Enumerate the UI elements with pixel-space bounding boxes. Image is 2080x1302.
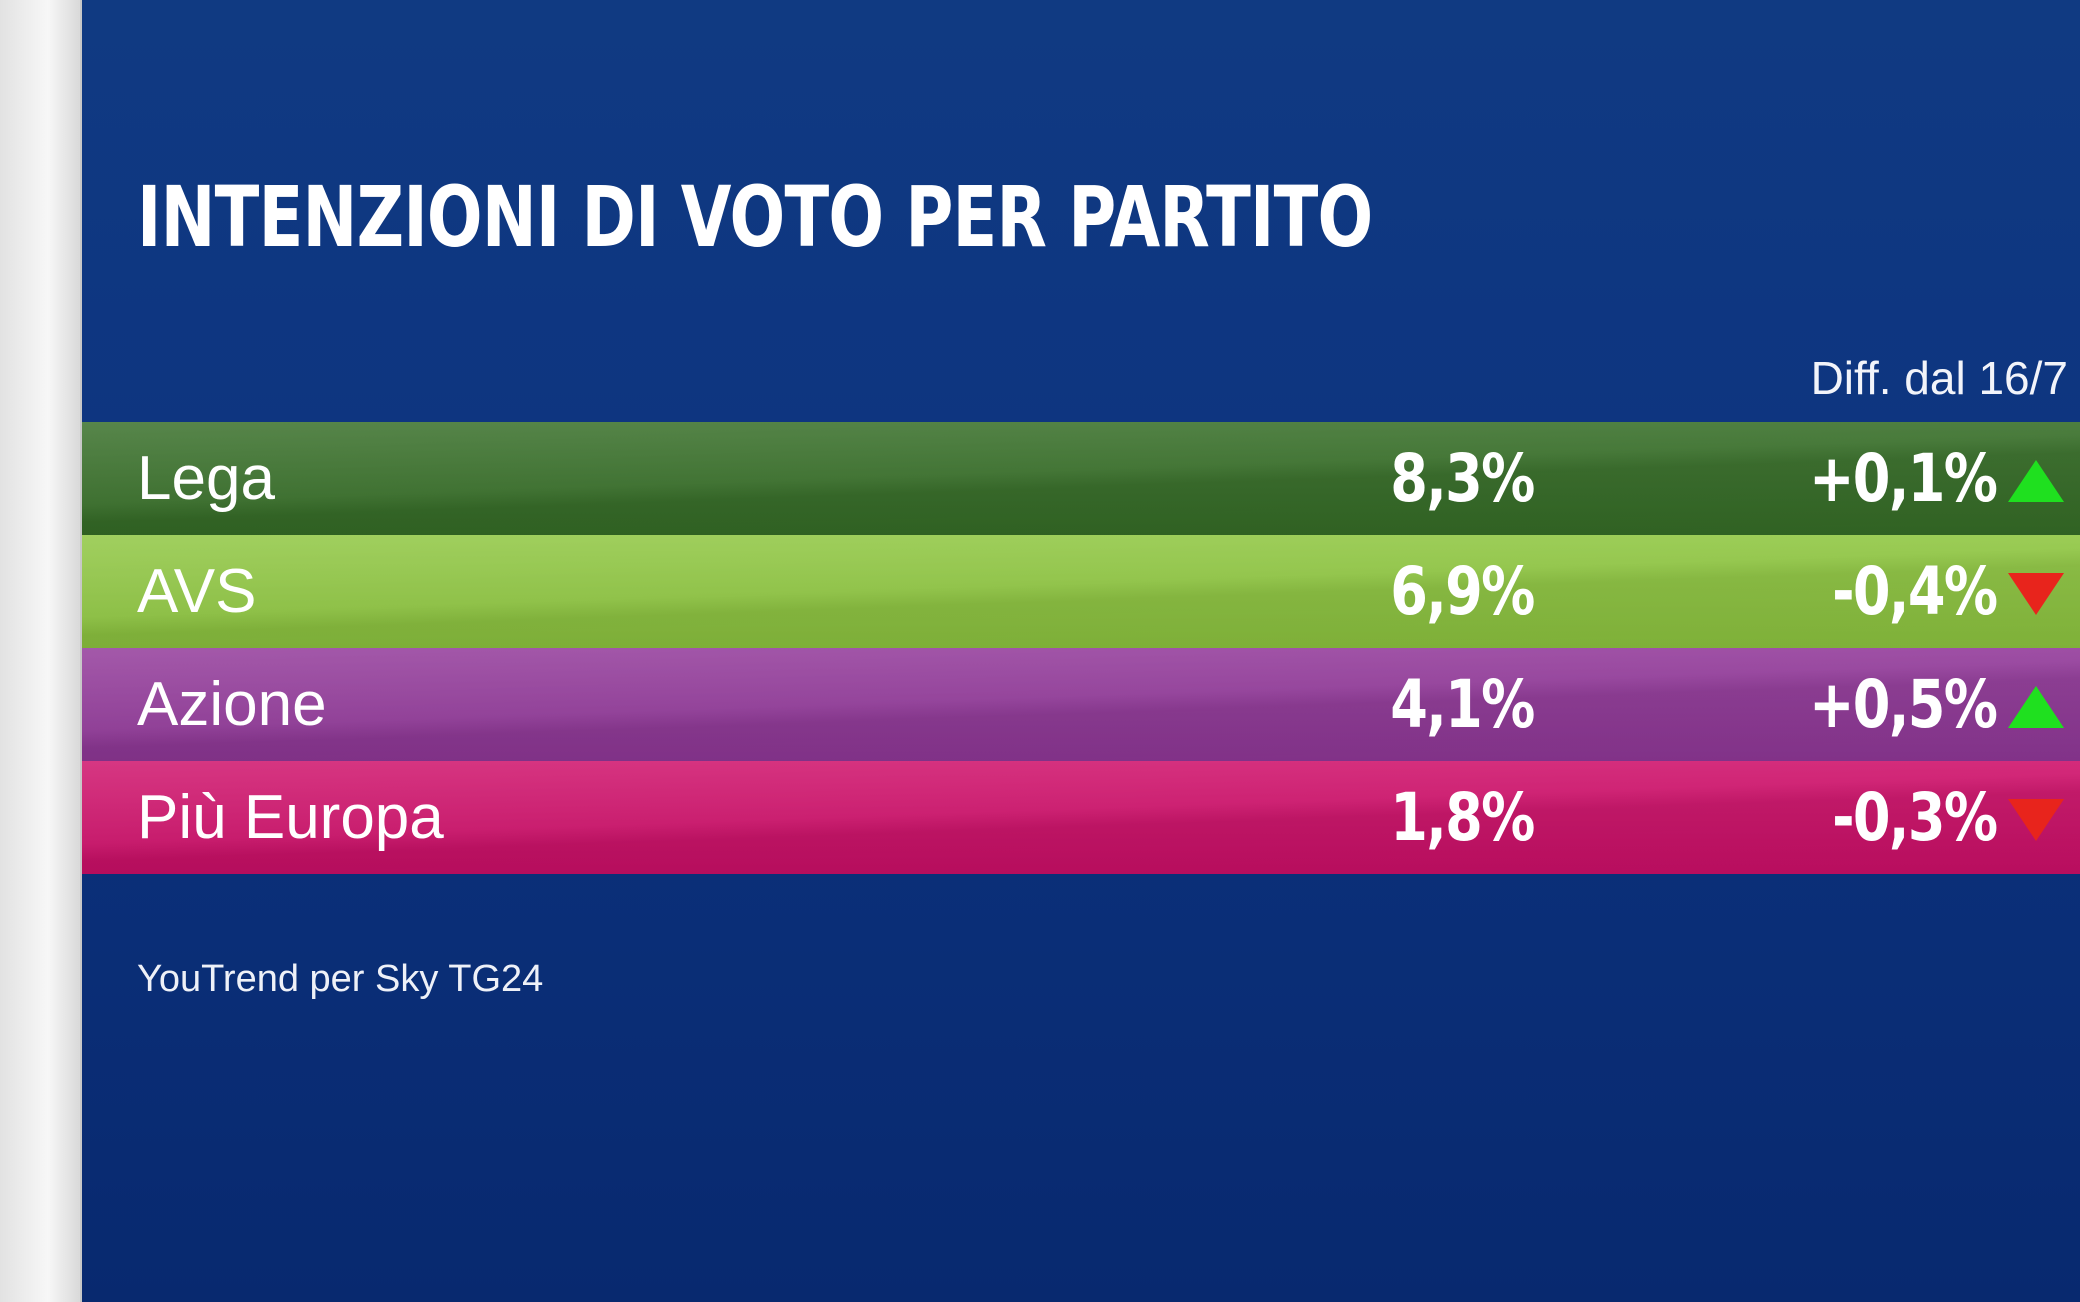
party-row: Azione 4,1% +0,5% <box>82 648 2080 761</box>
trend-triangle <box>2008 460 2064 502</box>
down-triangle-icon <box>2008 573 2064 615</box>
diff-column-header: Diff. dal 16/7 <box>1810 352 2068 404</box>
row-sheen <box>82 535 2080 648</box>
row-sheen <box>82 422 2080 535</box>
trend-triangle <box>2008 573 2064 615</box>
chart-title: INTENZIONI DI VOTO PER PARTITO <box>137 168 1373 266</box>
party-name: Azione <box>137 670 327 739</box>
source-caption: YouTrend per Sky TG24 <box>137 958 544 1000</box>
party-row: Lega 8,3% +0,1% <box>82 422 2080 535</box>
up-triangle-icon <box>2008 460 2064 502</box>
up-triangle-icon <box>2008 686 2064 728</box>
party-vote-share: 8,3% <box>1390 440 1535 517</box>
party-diff: +0,5% <box>1808 666 1998 743</box>
party-diff: +0,1% <box>1808 440 1998 517</box>
party-diff: -0,4% <box>1831 553 1998 630</box>
left-side-strip <box>0 0 82 1302</box>
party-vote-share: 4,1% <box>1390 666 1535 743</box>
trend-triangle <box>2008 799 2064 841</box>
party-vote-share: 6,9% <box>1390 553 1535 630</box>
party-name: Più Europa <box>137 783 444 852</box>
poll-table: Lega 8,3% +0,1% AVS 6,9% -0,4% Azione 4,1% +0,5%… <box>82 422 2080 874</box>
trend-triangle <box>2008 686 2064 728</box>
party-vote-share: 1,8% <box>1390 779 1535 856</box>
party-name: AVS <box>137 557 257 626</box>
party-row: AVS 6,9% -0,4% <box>82 535 2080 648</box>
row-sheen <box>82 648 2080 761</box>
down-triangle-icon <box>2008 799 2064 841</box>
party-name: Lega <box>137 444 275 513</box>
party-row: Più Europa 1,8% -0,3% <box>82 761 2080 874</box>
party-diff: -0,3% <box>1831 779 1998 856</box>
